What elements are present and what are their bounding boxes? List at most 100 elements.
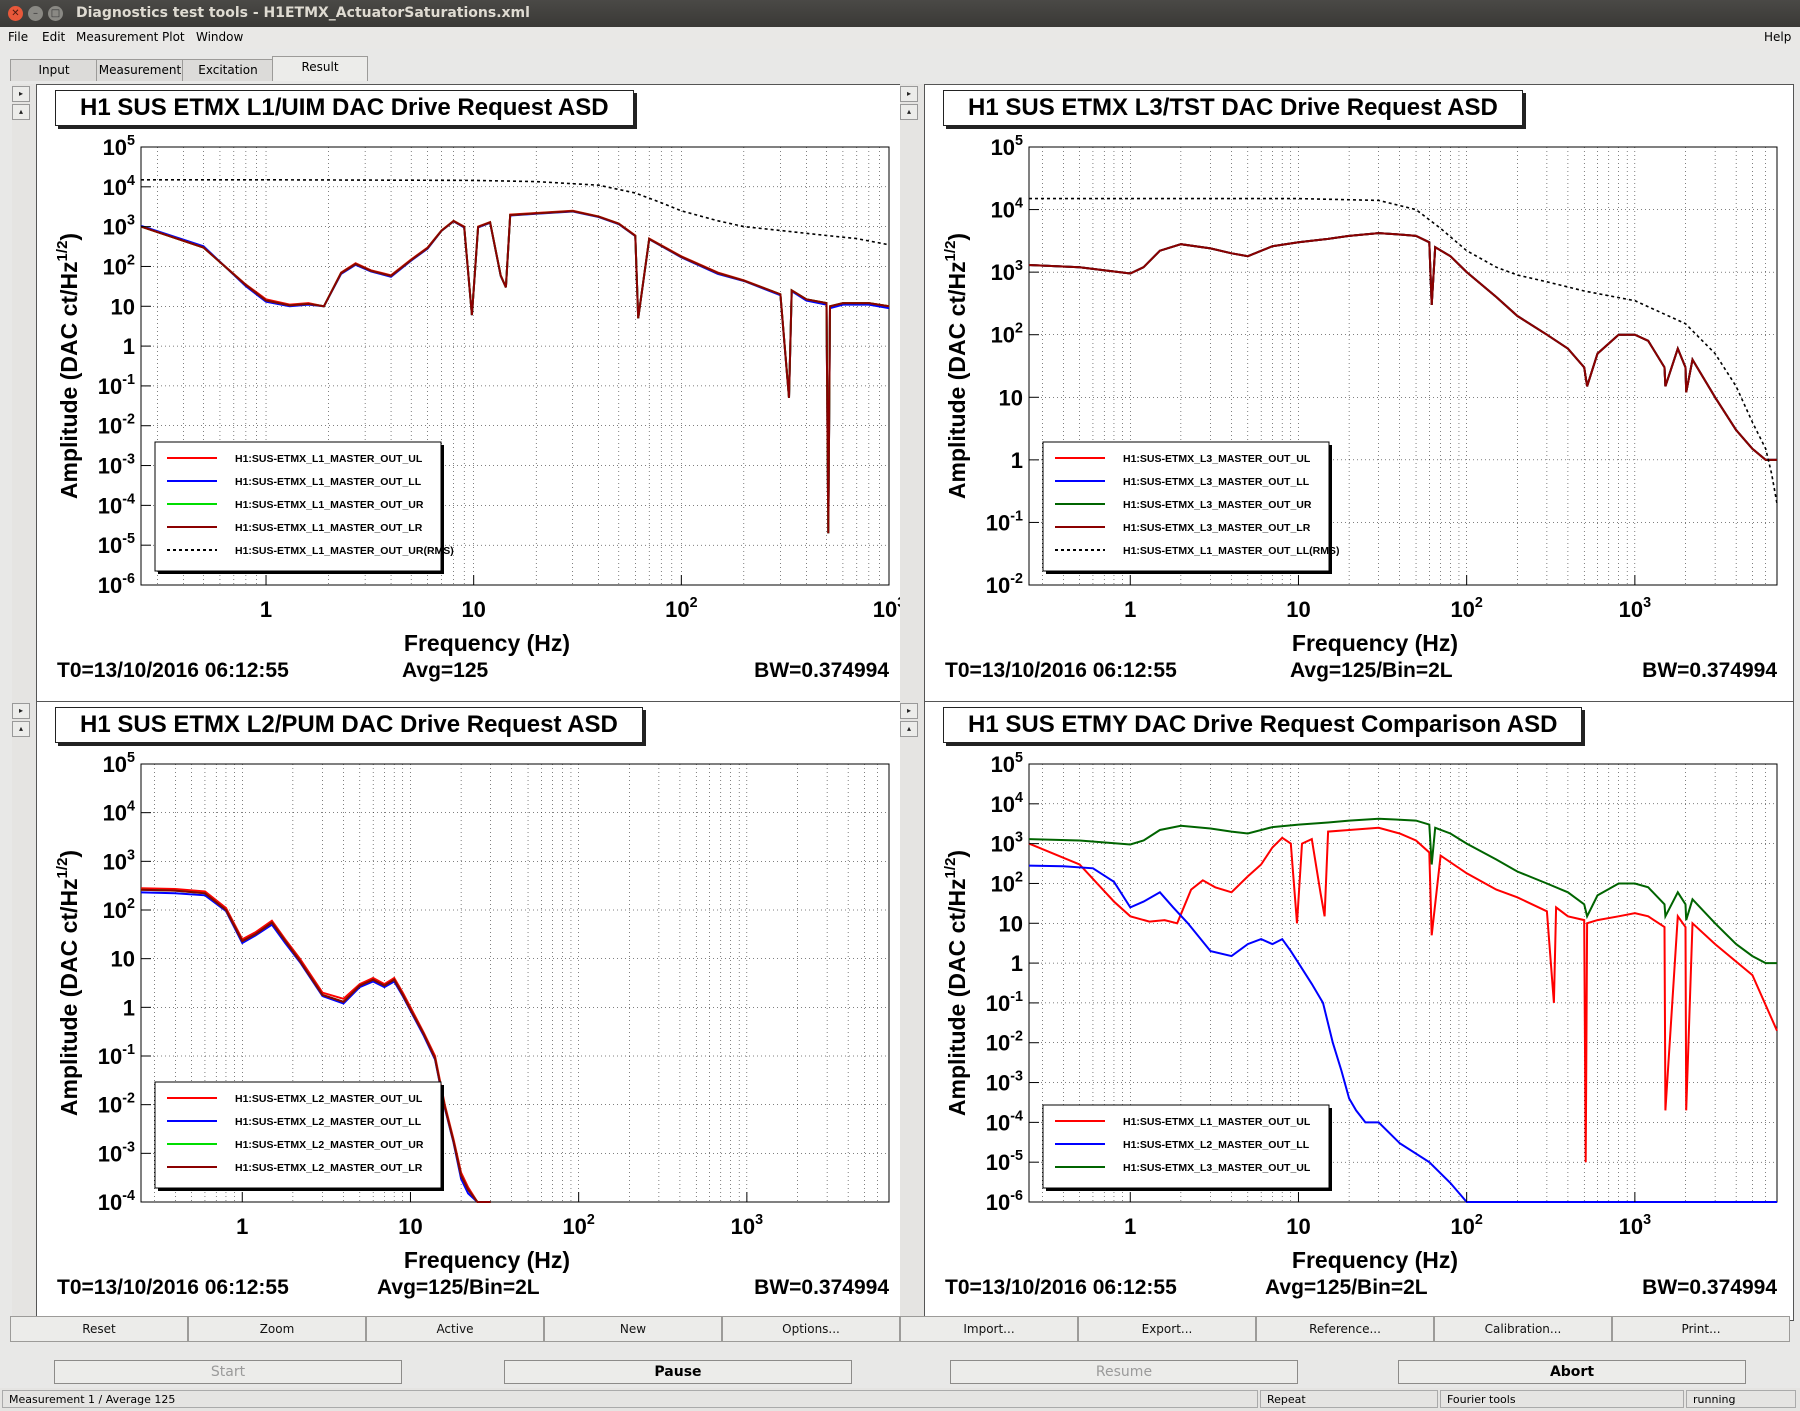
options-button[interactable]: Options...: [722, 1316, 900, 1342]
print-button[interactable]: Print...: [1612, 1316, 1790, 1342]
panel-expand-icon[interactable]: ▸: [12, 703, 30, 719]
active-button[interactable]: Active: [366, 1316, 544, 1342]
y-axis-label: Amplitude (DAC ct/Hz1/2): [54, 233, 82, 499]
x-tick-label: 1: [1124, 597, 1136, 622]
tab-input[interactable]: Input: [10, 59, 98, 81]
menu-file[interactable]: File: [8, 30, 29, 44]
y-axis-label: Amplitude (DAC ct/Hz1/2): [942, 850, 970, 1116]
export-button[interactable]: Export...: [1078, 1316, 1256, 1342]
tab-measurement[interactable]: Measurement: [96, 59, 184, 81]
legend-box: [154, 441, 442, 572]
x-tick-label: 10: [398, 1214, 422, 1239]
grid: [1029, 146, 1778, 586]
panel-expand-icon[interactable]: ▸: [12, 86, 30, 102]
y-tick-label: 10-2: [98, 1091, 135, 1118]
reset-button[interactable]: Reset: [10, 1316, 188, 1342]
series-line-1: [1028, 232, 1777, 461]
chart-svg: 1 10 102 103 10-6 10-5 10-4 10-3 10-2 10-1 1 10 102 1…: [54, 133, 905, 656]
legend-label: H1:SUS-ETMX_L3_MASTER_OUT_LL: [1123, 476, 1310, 488]
y-tick-label: 10-6: [98, 571, 135, 598]
panel-collapse-icon[interactable]: ▴: [12, 721, 30, 737]
plot-panel-4: ▸ ▴ 1 10 102 103 10-6 10-5 10-4 10-3 10-2 10-1 1 10…: [900, 701, 1794, 1321]
tab-result[interactable]: Result: [272, 56, 368, 81]
y-tick-label: 10-1: [98, 372, 135, 399]
plot-panel-3: ▸ ▴ 1 10 102 103 10-4 10-3 10-2 10-1 1 10 102 103 10…: [12, 701, 906, 1321]
plot-t0: T0=13/10/2016 06:12:55: [57, 1276, 289, 1299]
y-tick-label: 1: [123, 334, 135, 359]
x-axis-label: Frequency (Hz): [404, 1247, 570, 1273]
plot-canvas[interactable]: 1 10 102 103 10-2 10-1 1 10 102 103 104 105 Frequenc…: [924, 84, 1794, 704]
maximize-icon[interactable]: □: [48, 6, 63, 21]
y-tick-label: 10-6: [986, 1188, 1023, 1215]
series-line-1: [1028, 864, 1777, 1203]
plot-canvas[interactable]: 1 10 102 103 10-6 10-5 10-4 10-3 10-2 10-1 1 10 102 1…: [36, 84, 906, 704]
import-button[interactable]: Import...: [900, 1316, 1078, 1342]
minimize-icon[interactable]: –: [28, 6, 43, 21]
plot-canvas[interactable]: 1 10 102 103 10-6 10-5 10-4 10-3 10-2 10-1 1 10 102 1…: [924, 701, 1794, 1321]
y-axis-label: Amplitude (DAC ct/Hz1/2): [942, 233, 970, 499]
menu-plot[interactable]: Plot: [162, 30, 185, 44]
y-tick-label: 10-1: [98, 1042, 135, 1069]
series-line-0: [1028, 232, 1777, 461]
calibration-button[interactable]: Calibration...: [1434, 1316, 1612, 1342]
plot-bw: BW=0.374994: [754, 659, 889, 682]
x-tick-label: 10: [461, 597, 485, 622]
y-tick-label: 105: [991, 133, 1023, 160]
pause-button[interactable]: Pause: [504, 1360, 852, 1384]
close-icon[interactable]: ✕: [8, 6, 23, 21]
y-axis-label: Amplitude (DAC ct/Hz1/2): [54, 850, 82, 1116]
plot-title: H1 SUS ETMX L1/UIM DAC Drive Request ASD: [55, 90, 634, 126]
y-tick-label: 102: [991, 321, 1023, 348]
x-tick-label: 103: [1619, 595, 1651, 622]
y-tick-label: 10-2: [986, 1029, 1023, 1056]
y-tick-label: 104: [103, 799, 135, 826]
legend: H1:SUS-ETMX_L1_MASTER_OUT_UL H1:SUS-ETMX_…: [1042, 1104, 1332, 1191]
plot-frame: [140, 763, 890, 1203]
zoom-button[interactable]: Zoom: [188, 1316, 366, 1342]
menu-edit[interactable]: Edit: [42, 30, 66, 44]
new-button[interactable]: New: [544, 1316, 722, 1342]
plot-canvas[interactable]: 1 10 102 103 10-4 10-3 10-2 10-1 1 10 102 103 104 105…: [36, 701, 906, 1321]
series-line-0: [1028, 826, 1778, 1163]
plot-frame: [1028, 146, 1778, 586]
resume-button[interactable]: Resume: [950, 1360, 1298, 1384]
menu-measurement[interactable]: Measurement: [76, 30, 159, 44]
legend-label: H1:SUS-ETMX_L2_MASTER_OUT_UR: [235, 1139, 424, 1151]
series-line-4: [141, 179, 890, 246]
y-tick-label: 10-4: [98, 491, 135, 518]
start-button[interactable]: Start: [54, 1360, 402, 1384]
panel-collapse-icon[interactable]: ▴: [900, 104, 918, 120]
plot-panel-1: ▸ ▴ 1 10 102 103 10-6 10-5 10-4 10-3 10-2 10-1 1 10…: [12, 84, 906, 704]
panel-expand-icon[interactable]: ▸: [900, 703, 918, 719]
tab-excitation[interactable]: Excitation: [182, 59, 274, 81]
chart-svg: 1 10 102 103 10-4 10-3 10-2 10-1 1 10 102 103 104 105…: [54, 750, 890, 1273]
panel-collapse-icon[interactable]: ▴: [900, 721, 918, 737]
legend: H1:SUS-ETMX_L2_MASTER_OUT_UL H1:SUS-ETMX_…: [154, 1081, 444, 1191]
plot-title: H1 SUS ETMX L2/PUM DAC Drive Request ASD: [55, 707, 643, 743]
menu-window[interactable]: Window: [196, 30, 244, 44]
legend-label: H1:SUS-ETMX_L1_MASTER_OUT_UL: [235, 453, 423, 465]
status-tool: Fourier tools: [1440, 1390, 1684, 1408]
abort-button[interactable]: Abort: [1398, 1360, 1746, 1384]
menubar: File Edit Measurement Plot Window Help: [0, 27, 1800, 49]
y-tick-label: 10: [999, 911, 1023, 936]
panel-collapse-icon[interactable]: ▴: [12, 104, 30, 120]
legend-label: H1:SUS-ETMX_L1_MASTER_OUT_LL: [235, 476, 422, 488]
y-tick-label: 10-1: [986, 989, 1023, 1016]
x-tick-label: 10: [1286, 1214, 1310, 1239]
legend-label: H1:SUS-ETMX_L1_MASTER_OUT_UR(RMS): [235, 545, 454, 557]
y-tick-label: 102: [103, 252, 135, 279]
chart-svg: 1 10 102 103 10-6 10-5 10-4 10-3 10-2 10-1 1 10 102 1…: [942, 750, 1778, 1273]
panel-expand-icon[interactable]: ▸: [900, 86, 918, 102]
y-tick-label: 104: [991, 790, 1023, 817]
legend-label: H1:SUS-ETMX_L2_MASTER_OUT_UL: [235, 1093, 423, 1105]
reference-button[interactable]: Reference...: [1256, 1316, 1434, 1342]
y-tick-label: 103: [103, 847, 135, 874]
status-message: Measurement 1 / Average 125: [2, 1390, 1258, 1408]
legend-box: [154, 1081, 442, 1189]
plot-bw: BW=0.374994: [1642, 659, 1777, 682]
plot-title: H1 SUS ETMX L3/TST DAC Drive Request ASD: [943, 90, 1523, 126]
plot-bw: BW=0.374994: [1642, 1276, 1777, 1299]
grid: [1029, 763, 1778, 1203]
menu-help[interactable]: Help: [1764, 30, 1792, 44]
